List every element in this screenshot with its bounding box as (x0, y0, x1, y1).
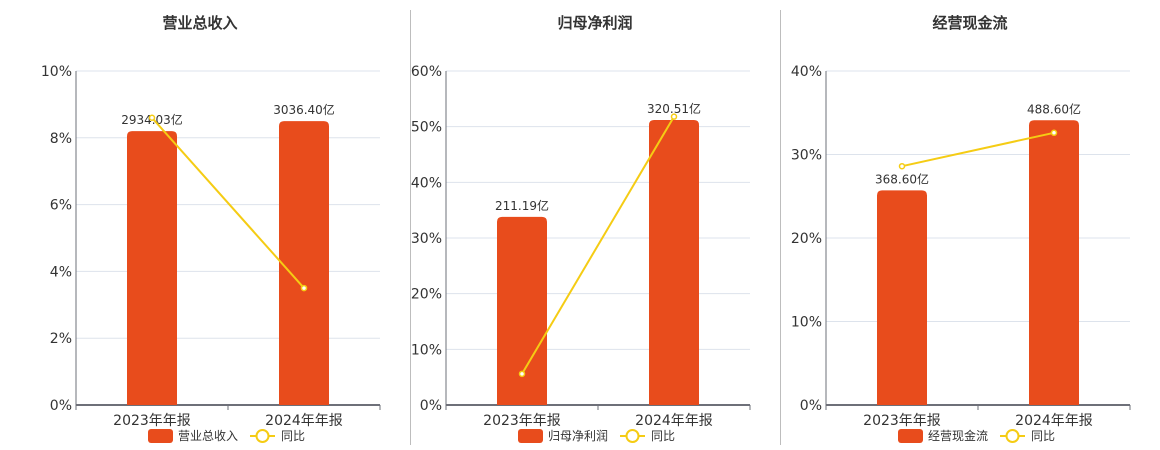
yoy-point[interactable] (898, 162, 906, 170)
chart-title: 经营现金流 (932, 14, 1008, 32)
y-tick-label: 40% (791, 64, 822, 80)
bar[interactable] (279, 121, 329, 405)
legend-line-icon[interactable] (255, 429, 270, 443)
y-tick-label: 30% (411, 231, 442, 247)
y-tick-label: 0% (800, 398, 822, 414)
yoy-line (151, 117, 305, 289)
legend-line-icon[interactable] (1005, 429, 1020, 443)
yoy-line (521, 116, 675, 375)
y-tick-label: 10% (41, 64, 72, 80)
legend-bar-swatch[interactable] (898, 429, 923, 443)
yoy-point[interactable] (670, 113, 678, 120)
x-tick-label: 2023年年报 (863, 413, 941, 429)
y-tick-label: 4% (50, 264, 72, 280)
y-tick-label: 10% (791, 315, 822, 331)
y-tick-label: 2% (50, 331, 72, 347)
legend-bar-label[interactable]: 归母净利润 (548, 429, 608, 443)
legend-bar-label[interactable]: 营业总收入 (178, 429, 238, 443)
y-tick-label: 0% (420, 398, 442, 414)
y-tick-label: 40% (411, 175, 442, 191)
y-tick-label: 6% (50, 198, 72, 214)
y-tick-label: 20% (791, 231, 822, 247)
x-tick-label: 2024年年报 (1015, 413, 1093, 429)
chart-title: 营业总收入 (162, 14, 238, 32)
bar[interactable] (877, 190, 927, 405)
legend-bar-swatch[interactable] (148, 429, 173, 443)
bar-value-label: 368.60亿 (875, 171, 929, 186)
panel-divider (410, 10, 411, 445)
y-tick-label: 0% (50, 398, 72, 414)
bar-value-label: 488.60亿 (1027, 101, 1081, 116)
chart-title: 归母净利润 (557, 14, 633, 32)
bar[interactable] (497, 216, 547, 405)
yoy-point[interactable] (1050, 129, 1058, 137)
y-tick-label: 10% (411, 342, 442, 358)
legend-bar-swatch[interactable] (518, 429, 543, 443)
legend-bar-label[interactable]: 经营现金流 (928, 428, 988, 443)
chart-panel-3: 经营现金流 0% 10% 20% 30% 40% 368.60亿 2023年年报 488.60亿… (780, 0, 1160, 450)
bar-value-label: 211.19亿 (495, 198, 549, 213)
yoy-point[interactable] (300, 284, 308, 292)
x-tick-label: 2023年年报 (483, 413, 561, 429)
chart-canvas: 0% 10% 20% 30% 40% 368.60亿 2023年年报 488.60亿 2024年… (791, 64, 1131, 443)
yoy-point[interactable] (518, 370, 526, 378)
chart-panel-1: 营业总收入0%2%4%6%8%10%2934.03亿2023年年报3036.40… (0, 0, 400, 450)
y-tick-label: 30% (791, 148, 822, 164)
x-tick-label: 2023年年报 (113, 413, 191, 429)
x-tick-label: 2024年年报 (635, 413, 713, 429)
legend-line-label[interactable]: 同比 (651, 429, 675, 443)
y-tick-label: 8% (50, 131, 72, 147)
yoy-point[interactable] (148, 114, 156, 122)
bar-value-label: 3036.40亿 (273, 102, 335, 117)
legend-line-icon[interactable] (625, 429, 640, 443)
yoy-line (901, 131, 1055, 168)
chart-panel-2: 归母净利润 0% 10% 20% 30% 40% 50% 60% 211.19亿 2023年年报 3… (410, 0, 780, 450)
chart-canvas: 0%2%4%6%8%10%2934.03亿2023年年报3036.40亿2024… (41, 64, 381, 443)
legend-line-label[interactable]: 同比 (1031, 429, 1055, 443)
legend-line-label[interactable]: 同比 (281, 429, 305, 443)
chart-canvas: 0% 10% 20% 30% 40% 50% 60% 211.19亿 2023年年报 320.51… (411, 64, 751, 443)
panel-divider (780, 10, 781, 445)
y-tick-label: 60% (411, 64, 442, 80)
y-tick-label: 50% (411, 120, 442, 136)
y-tick-label: 20% (411, 287, 442, 303)
bar-value-label: 320.51亿 (647, 101, 701, 116)
bar[interactable] (127, 131, 177, 405)
bar[interactable] (1029, 120, 1079, 405)
x-tick-label: 2024年年报 (265, 413, 343, 429)
bar[interactable] (649, 119, 699, 405)
